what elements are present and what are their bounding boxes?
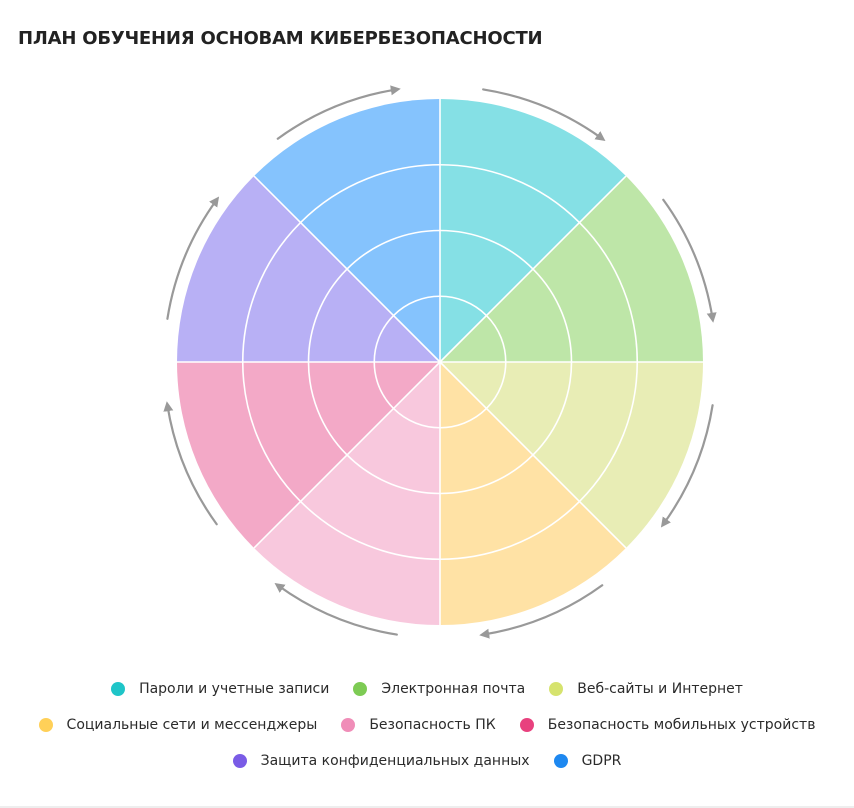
wheel-segment-social [440, 362, 626, 625]
legend-label: GDPR [581, 753, 622, 769]
legend-label: Пароли и учетные записи [139, 681, 330, 697]
wheel-divider [439, 361, 627, 549]
wheel-dividers [177, 99, 703, 625]
legend-item: Безопасность мобильных устройств [519, 717, 816, 733]
cycle-arrow-icon [482, 88, 606, 142]
purple-dot-icon [232, 754, 247, 768]
lime-dot-icon [549, 682, 564, 696]
legend-item: Веб-сайты и Интернет [549, 681, 743, 697]
wheel-divider [253, 361, 441, 549]
blue-dot-icon [553, 754, 568, 768]
legend-label: Социальные сети и мессенджеры [66, 717, 318, 733]
legend-label: Безопасность мобильных устройств [547, 717, 816, 733]
wheel-segment-gdpr [254, 99, 440, 362]
wheel-segment-pc [254, 362, 440, 625]
legend-item: Защита конфиденциальных данных [232, 753, 530, 769]
cycle-arrow-icon [276, 85, 401, 140]
legend-item: Пароли и учетные записи [111, 681, 329, 697]
wheel-divider [439, 175, 627, 363]
legend-label: Безопасность ПК [369, 717, 496, 733]
green-dot-icon [353, 682, 368, 696]
legend-item: GDPR [553, 753, 622, 769]
training-wheel-diagram [163, 85, 717, 639]
legend-label: Электронная почта [381, 681, 526, 697]
wheel-segment-privacy [177, 176, 440, 362]
magenta-dot-icon [519, 718, 534, 732]
legend-item: Социальные сети и мессенджеры [38, 717, 318, 733]
cycle-arrow-icon [274, 582, 398, 636]
cycle-arrow-icon [166, 196, 220, 320]
wheel-segments [177, 99, 703, 625]
legend-label: Защита конфиденциальных данных [260, 753, 530, 769]
pink-dot-icon [341, 718, 356, 732]
bottom-divider [0, 806, 854, 808]
cycle-arrow-icon [163, 401, 218, 526]
wheel-segment-email [440, 176, 703, 362]
wheel-arrows [163, 85, 717, 639]
cycle-arrow-icon [662, 198, 717, 323]
legend-row: Пароли и учетные записи Электронная почта… [0, 676, 854, 702]
page-title: ПЛАН ОБУЧЕНИЯ ОСНОВАМ КИБЕРБЕЗОПАСНОСТИ [18, 28, 543, 49]
legend-label: Веб-сайты и Интернет [577, 681, 743, 697]
yellow-dot-icon [38, 718, 53, 732]
cycle-arrow-icon [660, 404, 714, 528]
legend: Пароли и учетные записи Электронная почта… [0, 676, 854, 784]
wheel-divider [253, 175, 441, 363]
cycle-arrow-icon [479, 584, 604, 639]
wheel-segment-mobile [177, 362, 440, 548]
legend-item: Безопасность ПК [341, 717, 496, 733]
wheel-segment-passwords [440, 99, 626, 362]
legend-item: Электронная почта [353, 681, 525, 697]
legend-row: Защита конфиденциальных данных GDPR [0, 748, 854, 774]
legend-row: Социальные сети и мессенджеры Безопасност… [0, 712, 854, 738]
wheel-segment-web [440, 362, 703, 548]
teal-dot-icon [111, 682, 126, 696]
